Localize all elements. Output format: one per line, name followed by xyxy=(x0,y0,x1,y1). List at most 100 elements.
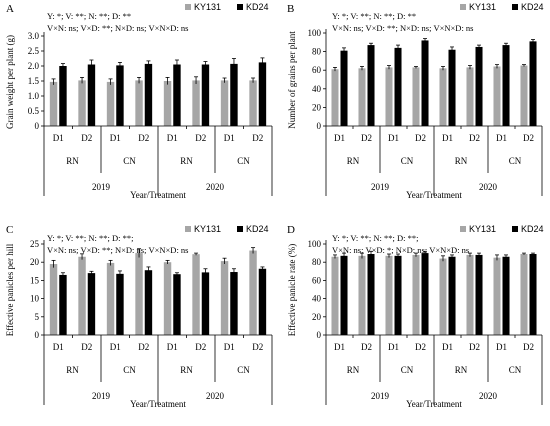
bar-kd24 xyxy=(394,255,402,335)
bar-ky131 xyxy=(78,80,86,126)
bar-kd24 xyxy=(116,273,124,335)
bar-ky131 xyxy=(385,67,393,126)
legend-swatch xyxy=(185,226,191,232)
bar-ky131 xyxy=(385,255,393,335)
y-tick-label: 15 xyxy=(30,275,40,285)
y-tick-label: 3.0 xyxy=(28,31,40,41)
year-group-label: 2020 xyxy=(206,182,225,192)
bar-kd24 xyxy=(448,49,456,126)
legend-swatch xyxy=(237,226,243,232)
category-label: D1 xyxy=(224,133,235,143)
x-axis-label: Year/Treatment xyxy=(406,190,462,200)
bar-kd24 xyxy=(87,64,96,126)
bar-ky131 xyxy=(466,254,474,335)
category-label: D1 xyxy=(496,133,507,143)
stats-text: Y: *; V: **; N: **; D: **; xyxy=(47,233,134,243)
category-label: D1 xyxy=(53,133,64,143)
x-axis-label: Year/Treatment xyxy=(406,399,462,409)
bar-ky131 xyxy=(135,253,143,335)
y-tick-label: 2.0 xyxy=(28,61,40,71)
bar-ky131 xyxy=(493,257,501,335)
category-label: D2 xyxy=(523,342,534,352)
bar-ky131 xyxy=(192,254,200,335)
panel-letter: D xyxy=(287,224,295,236)
category-label: D1 xyxy=(167,342,178,352)
category-label: D1 xyxy=(110,342,121,352)
y-tick-label: 80 xyxy=(312,257,322,267)
legend-label: KY131 xyxy=(194,2,221,12)
y-axis-label: Effective panicle rate (%) xyxy=(287,244,297,337)
chart-panel-b: B KY131 KD24 Y: *; V: **; N: **; D: ** V×N: … xyxy=(287,2,544,200)
nitrogen-group-label: RN xyxy=(180,156,193,166)
y-tick-label: 2.5 xyxy=(28,46,40,56)
bar-kd24 xyxy=(201,272,210,335)
category-label: D1 xyxy=(442,342,453,352)
legend-swatch xyxy=(512,226,518,232)
bar-ky131 xyxy=(249,80,257,126)
category-label: D1 xyxy=(53,342,64,352)
category-label: D2 xyxy=(252,342,263,352)
stats-text: V×N: ns; V×D: *; N×D: ns; V×N×D: ns xyxy=(332,245,469,255)
y-tick-label: 100 xyxy=(308,28,322,38)
year-group-label: 2019 xyxy=(92,391,111,401)
panel-letter: A xyxy=(6,3,14,15)
category-label: D1 xyxy=(442,133,453,143)
bar-ky131 xyxy=(249,250,257,335)
bar-ky131 xyxy=(78,256,86,335)
y-tick-label: 20 xyxy=(312,312,322,322)
nitrogen-group-label: CN xyxy=(123,156,136,166)
x-axis-label: Year/Treatment xyxy=(130,190,186,200)
category-label: D2 xyxy=(361,133,372,143)
bar-kd24 xyxy=(144,63,153,126)
chart-panel-d: D KY131 KD24 Y: *; V: **; N: **; D: **; V×N:… xyxy=(287,224,544,409)
legend-swatch xyxy=(460,4,466,10)
bar-kd24 xyxy=(529,254,537,335)
legend-label: KD24 xyxy=(521,224,544,234)
category-label: D2 xyxy=(361,342,372,352)
legend-swatch xyxy=(237,4,243,10)
y-tick-label: 40 xyxy=(312,84,322,94)
y-tick-label: 0 xyxy=(35,121,40,131)
bar-kd24 xyxy=(421,40,429,126)
category-label: D1 xyxy=(334,342,345,352)
category-label: D2 xyxy=(138,133,149,143)
stats-text: V×N: ns; V×D: **; N×D: ns; V×N×D: ns xyxy=(47,23,189,33)
y-tick-label: 0 xyxy=(317,330,322,340)
category-label: D2 xyxy=(415,342,426,352)
category-label: D2 xyxy=(469,342,480,352)
category-label: D1 xyxy=(496,342,507,352)
category-label: D2 xyxy=(81,342,92,352)
year-group-label: 2020 xyxy=(479,182,498,192)
nitrogen-group-label: CN xyxy=(401,156,414,166)
bar-kd24 xyxy=(258,268,267,335)
year-group-label: 2019 xyxy=(92,182,111,192)
y-tick-label: 5 xyxy=(35,312,40,322)
bar-ky131 xyxy=(220,261,229,335)
bar-kd24 xyxy=(144,270,153,335)
panel-letter: C xyxy=(6,224,13,236)
y-tick-label: 25 xyxy=(30,239,40,249)
stats-text: V×N: ns; V×D: **; N×D: ns; V×N×D: ns xyxy=(47,245,189,255)
bar-kd24 xyxy=(201,64,210,126)
bar-kd24 xyxy=(502,45,510,127)
bar-ky131 xyxy=(220,80,229,126)
bar-kd24 xyxy=(502,256,510,335)
bar-ky131 xyxy=(466,67,474,126)
bar-kd24 xyxy=(475,254,483,335)
nitrogen-group-label: RN xyxy=(347,365,360,375)
bar-kd24 xyxy=(230,63,238,126)
legend-swatch xyxy=(185,4,191,10)
bar-kd24 xyxy=(173,274,181,335)
category-label: D1 xyxy=(388,342,399,352)
y-tick-label: 1.5 xyxy=(28,76,40,86)
y-tick-label: 20 xyxy=(30,257,40,267)
legend-swatch xyxy=(460,226,466,232)
category-label: D1 xyxy=(167,133,178,143)
bar-ky131 xyxy=(135,80,143,126)
y-tick-label: 40 xyxy=(312,294,322,304)
category-label: D2 xyxy=(415,133,426,143)
nitrogen-group-label: RN xyxy=(180,365,193,375)
bar-ky131 xyxy=(358,68,366,126)
bar-ky131 xyxy=(331,69,339,126)
